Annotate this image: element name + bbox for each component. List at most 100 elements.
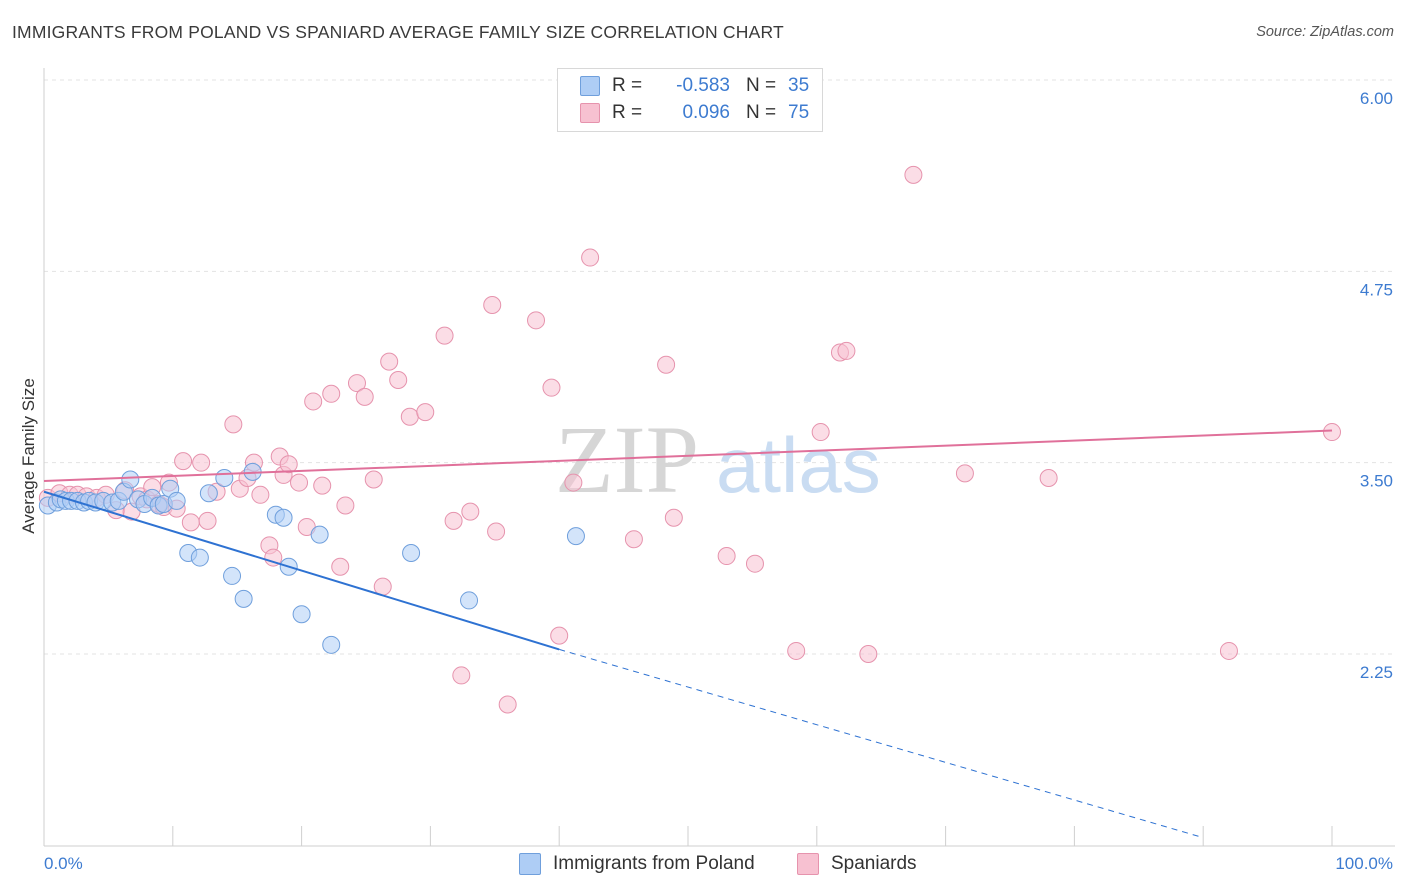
data-point-spaniards (444, 511, 463, 530)
x-tick-marks (172, 826, 1333, 846)
legend-r-value: 0.096 (682, 102, 730, 123)
data-point-spaniards (322, 384, 341, 403)
data-point-spaniards (336, 496, 355, 515)
data-point-spaniards (452, 666, 471, 685)
data-point-spaniards (355, 387, 374, 406)
data-point-spaniards (192, 453, 211, 472)
bottom-legend-poland: Immigrants from Poland (519, 851, 755, 877)
legend-r-label: R = (612, 75, 643, 96)
data-point-spaniards (304, 392, 323, 411)
data-point-spaniards (181, 513, 200, 532)
legend-row-spaniards: R = 0.096 N = 75 (580, 101, 809, 125)
data-point-poland (402, 543, 421, 562)
legend-swatch-spaniards (580, 103, 600, 123)
legend-r-label: R = (612, 102, 643, 123)
data-point-spaniards (380, 352, 399, 371)
data-point-spaniards (717, 547, 736, 566)
data-point-spaniards (313, 476, 332, 495)
y-tick-label: 4.75 (1360, 280, 1393, 299)
legend-n-value: 35 (788, 75, 810, 96)
data-point-spaniards (290, 473, 309, 492)
watermark-atlas: atlas (716, 421, 881, 509)
x-tick-label-max: 100.0% (1335, 854, 1393, 873)
data-point-poland (121, 470, 140, 489)
data-point-spaniards (279, 455, 298, 474)
data-point-spaniards (416, 403, 435, 422)
data-point-spaniards (787, 641, 806, 660)
data-point-spaniards (435, 326, 454, 345)
legend-row-poland: R = -0.583 N = 35 (580, 74, 809, 98)
data-point-poland (234, 589, 253, 608)
gridlines (44, 79, 1395, 655)
data-point-poland (322, 635, 341, 654)
bottom-legend-swatch-poland (519, 853, 541, 875)
data-point-spaniards (550, 626, 569, 645)
series-immigrants-from-poland (38, 462, 585, 654)
data-point-poland (199, 484, 218, 503)
y-tick-labels: 6.00 4.75 3.50 2.25 (1360, 89, 1393, 682)
data-point-spaniards (955, 464, 974, 483)
data-point-poland (310, 525, 329, 544)
data-point-spaniards (1039, 468, 1058, 487)
bottom-legend-swatch-spaniards (797, 853, 819, 875)
y-tick-label: 3.50 (1360, 472, 1393, 491)
data-point-poland (215, 468, 234, 487)
data-point-poland (274, 508, 293, 527)
data-point-spaniards (364, 470, 383, 489)
legend-n-label: N = (746, 102, 777, 123)
data-point-spaniards (487, 522, 506, 541)
data-point-spaniards (198, 511, 217, 530)
data-point-spaniards (1323, 423, 1341, 442)
axes (43, 68, 1395, 847)
data-point-poland (190, 548, 209, 567)
bottom-legend-spaniards: Spaniards (797, 851, 917, 877)
legend-swatch-poland (580, 76, 600, 96)
data-point-spaniards (264, 548, 283, 567)
series-spaniards (38, 112, 1341, 714)
data-point-spaniards (811, 423, 830, 442)
trend-line-poland-extrapolated (559, 648, 1204, 839)
data-point-spaniards (564, 473, 583, 492)
data-point-poland (566, 527, 585, 546)
data-point-spaniards (745, 554, 764, 573)
data-point-poland (460, 591, 479, 610)
legend-n-label: N = (746, 75, 777, 96)
data-point-spaniards (331, 557, 350, 576)
data-point-spaniards (251, 485, 270, 504)
data-point-spaniards (174, 452, 193, 471)
data-point-spaniards (664, 508, 683, 527)
y-axis-label: Average Family Size (19, 378, 38, 534)
y-tick-label: 6.00 (1360, 89, 1393, 108)
data-point-spaniards (624, 530, 643, 549)
data-point-poland (223, 566, 242, 585)
data-point-spaniards (389, 371, 408, 390)
data-point-spaniards (581, 248, 600, 267)
data-point-spaniards (904, 165, 923, 184)
bottom-legend-label-spaniards: Spaniards (831, 853, 917, 874)
data-point-poland (292, 605, 311, 624)
bottom-legend-label-poland: Immigrants from Poland (553, 853, 755, 874)
y-tick-label: 2.25 (1360, 663, 1393, 682)
data-point-spaniards (461, 502, 480, 521)
data-point-spaniards (527, 311, 546, 330)
source-note: Source: ZipAtlas.com (1256, 24, 1394, 40)
data-point-spaniards (498, 695, 517, 714)
correlation-legend: R = -0.583 N = 35 R = 0.096 N = 75 (557, 68, 823, 132)
trend-lines (43, 429, 1333, 839)
data-point-poland (167, 491, 186, 510)
data-point-spaniards (657, 355, 676, 374)
trend-line-spaniards (43, 429, 1333, 483)
legend-n-value: 75 (788, 102, 810, 123)
legend-r-value: -0.583 (676, 75, 730, 96)
x-tick-label-min: 0.0% (44, 854, 83, 873)
chart-title: IMMIGRANTS FROM POLAND VS SPANIARD AVERA… (12, 22, 784, 42)
trend-line-poland (43, 490, 560, 651)
data-point-spaniards (542, 378, 561, 397)
data-point-spaniards (859, 645, 878, 663)
data-point-spaniards (224, 415, 243, 434)
data-point-spaniards (837, 341, 856, 360)
data-point-spaniards (347, 374, 366, 393)
data-point-spaniards (400, 407, 419, 426)
data-point-spaniards (1219, 641, 1238, 660)
